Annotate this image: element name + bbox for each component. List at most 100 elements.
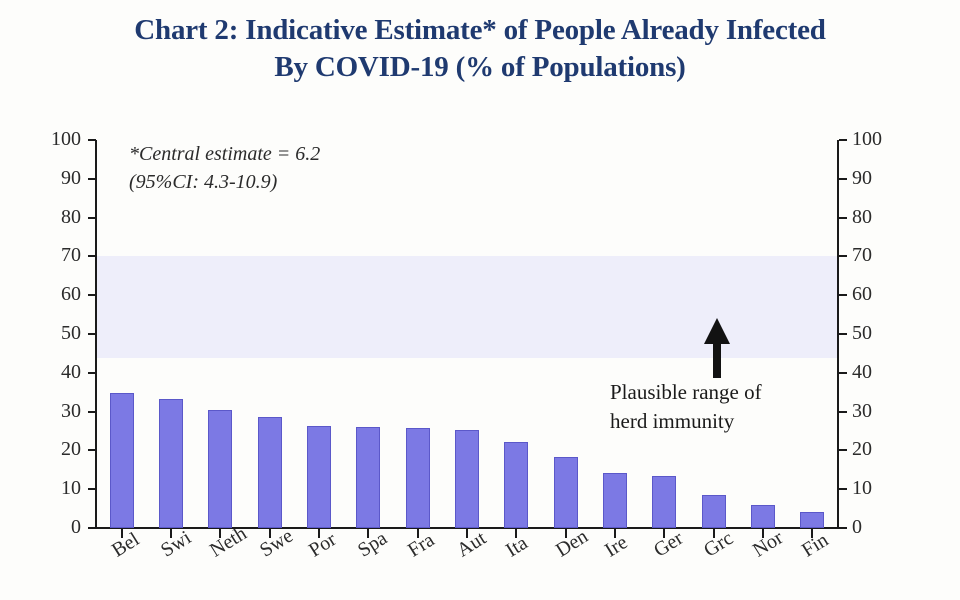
x-tick-neth: [219, 529, 222, 538]
y-axis-label-right-90: 90: [852, 166, 872, 189]
y-axis-right-line: [837, 140, 839, 529]
x-tick-bel: [120, 529, 123, 538]
x-axis-label-ger: Ger: [650, 527, 688, 562]
y-tick-right-80: [839, 216, 847, 219]
bar-por[interactable]: [307, 425, 331, 528]
y-tick-left-60: [88, 294, 96, 297]
bar-neth[interactable]: [208, 410, 233, 528]
bar-spa[interactable]: [356, 426, 381, 528]
y-tick-right-10: [839, 488, 847, 491]
x-tick-nor: [762, 529, 764, 538]
chart-title: Chart 2: Indicative Estimate* of People …: [0, 12, 960, 86]
x-axis-label-fra: Fra: [403, 528, 438, 562]
y-axis-label-right-10: 10: [852, 477, 872, 500]
y-axis-label-left-70: 70: [61, 244, 81, 267]
herd-immunity-annotation: Plausible range of herd immunity: [610, 378, 762, 436]
x-tick-swe: [268, 529, 271, 538]
y-tick-right-50: [839, 333, 847, 335]
bar-nor[interactable]: [751, 504, 775, 528]
y-tick-right-40: [839, 371, 847, 374]
x-axis-label-por: Por: [305, 528, 341, 562]
y-axis-label-right-60: 60: [852, 283, 872, 306]
x-tick-aut: [466, 529, 468, 538]
y-tick-left-100: [88, 139, 96, 141]
y-axis-label-left-60: 60: [61, 283, 81, 306]
y-tick-left-10: [88, 488, 96, 491]
x-tick-spa: [367, 529, 370, 538]
y-axis-label-left-40: 40: [61, 360, 81, 383]
y-axis-label-left-90: 90: [61, 166, 81, 189]
y-tick-left-20: [88, 449, 96, 452]
chart-title-line-1: Chart 2: Indicative Estimate* of People …: [134, 14, 826, 46]
y-axis-label-right-40: 40: [852, 360, 872, 383]
y-tick-right-100: [839, 139, 847, 141]
up-arrow-icon: [700, 318, 734, 378]
bar-swe[interactable]: [257, 417, 282, 528]
y-axis-label-right-20: 20: [852, 438, 872, 461]
y-axis-label-right-80: 80: [852, 205, 872, 228]
y-axis-left-line: [95, 140, 97, 529]
y-axis-label-left-100: 100: [51, 128, 81, 150]
y-tick-right-90: [839, 177, 847, 180]
y-axis-label-right-100: 100: [852, 128, 882, 150]
bar-swi[interactable]: [159, 399, 183, 528]
herd-immunity-line-2: herd immunity: [610, 409, 735, 433]
x-tick-den: [564, 529, 567, 538]
x-axis-label-fin: Fin: [798, 528, 833, 562]
central-estimate-line-2: (95%CI: 4.3-10.9): [129, 171, 278, 193]
y-tick-left-30: [88, 410, 96, 413]
x-tick-swi: [170, 529, 172, 538]
x-axis-label-spa: Spa: [354, 527, 392, 562]
bar-bel[interactable]: [109, 392, 134, 528]
x-tick-ger: [663, 529, 666, 538]
x-axis-label-den: Den: [551, 525, 592, 562]
x-axis-label-swi: Swi: [157, 526, 196, 562]
central-estimate-annotation: *Central estimate = 6.2 (95%CI: 4.3-10.9…: [129, 140, 320, 196]
y-tick-right-60: [839, 294, 847, 297]
bar-ire[interactable]: [603, 473, 627, 528]
x-axis-label-swe: Swe: [255, 524, 297, 562]
y-axis-label-left-30: 30: [61, 399, 81, 422]
x-axis-line: [95, 527, 839, 529]
x-tick-por: [318, 529, 320, 538]
x-tick-fra: [416, 529, 419, 538]
bar-ger[interactable]: [652, 476, 677, 528]
y-tick-right-20: [839, 449, 847, 452]
x-tick-ire: [614, 529, 616, 538]
central-estimate-line-1: *Central estimate = 6.2: [129, 143, 321, 165]
y-tick-left-0: [88, 527, 96, 529]
y-tick-left-50: [88, 333, 96, 335]
y-tick-left-90: [88, 177, 96, 180]
y-tick-right-70: [839, 255, 847, 258]
y-tick-left-80: [88, 216, 96, 219]
x-tick-ita: [515, 529, 518, 538]
bar-aut[interactable]: [455, 430, 479, 528]
x-tick-fin: [811, 529, 814, 538]
bar-den[interactable]: [553, 456, 578, 528]
x-axis-label-ita: Ita: [502, 531, 532, 562]
herd-immunity-line-1: Plausible range of: [610, 380, 762, 404]
bar-grc[interactable]: [701, 495, 726, 528]
x-axis-label-ire: Ire: [601, 531, 632, 562]
y-axis-label-right-70: 70: [852, 244, 872, 267]
y-tick-right-0: [839, 527, 847, 529]
x-axis-label-grc: Grc: [699, 527, 737, 562]
y-axis-label-right-30: 30: [852, 399, 872, 422]
y-axis-label-left-0: 0: [71, 516, 81, 538]
y-axis-label-left-50: 50: [61, 322, 81, 344]
y-axis-label-right-50: 50: [852, 322, 872, 344]
bar-ita[interactable]: [504, 441, 529, 528]
x-axis-label-bel: Bel: [107, 528, 143, 562]
x-axis-label-aut: Aut: [453, 527, 491, 562]
x-axis-label-nor: Nor: [749, 526, 788, 562]
y-axis-label-left-20: 20: [61, 438, 81, 461]
bar-fin[interactable]: [800, 512, 825, 528]
y-axis-label-left-10: 10: [61, 477, 81, 500]
x-tick-grc: [712, 529, 715, 538]
y-tick-left-70: [88, 255, 96, 258]
y-tick-left-40: [88, 371, 96, 374]
y-axis-label-right-0: 0: [852, 516, 862, 538]
bar-fra[interactable]: [405, 427, 430, 528]
chart-title-line-2: By COVID-19 (% of Populations): [274, 51, 686, 83]
y-axis-label-left-80: 80: [61, 205, 81, 228]
